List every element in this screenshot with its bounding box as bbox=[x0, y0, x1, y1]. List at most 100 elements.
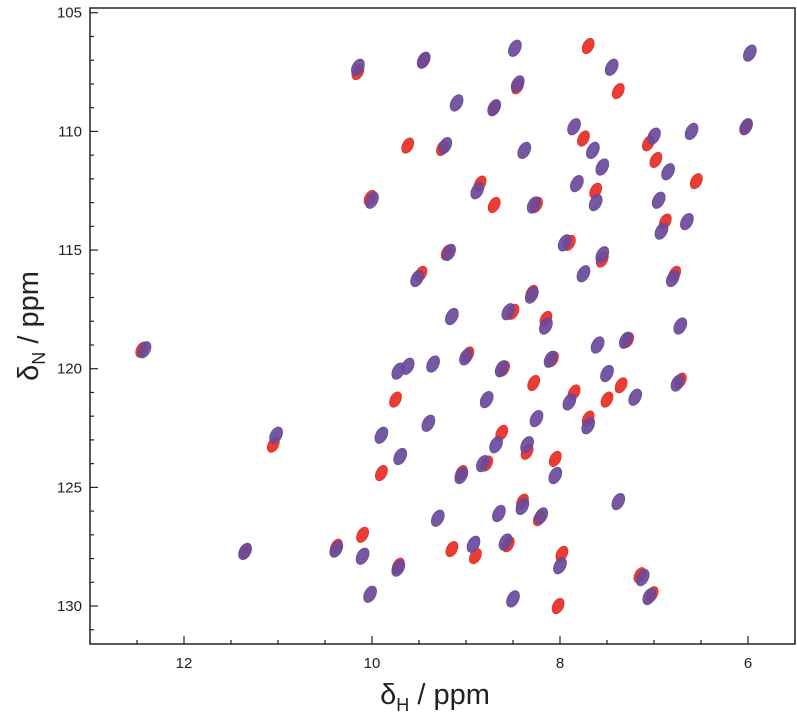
peak-purple bbox=[570, 174, 584, 193]
peak-purple bbox=[466, 535, 481, 553]
peak-red bbox=[611, 83, 625, 100]
peak-purple bbox=[421, 414, 436, 432]
peak-red bbox=[445, 541, 459, 558]
peak-purple bbox=[492, 504, 506, 523]
peak-red bbox=[487, 196, 501, 214]
peak-purple bbox=[269, 426, 283, 444]
peak-purple bbox=[416, 51, 431, 69]
peak-purple bbox=[501, 303, 516, 321]
peak-purple bbox=[487, 99, 502, 117]
peak-purple bbox=[393, 447, 408, 466]
peak-purple bbox=[459, 348, 473, 366]
peak-purple bbox=[576, 265, 591, 283]
peak-purple bbox=[479, 390, 494, 409]
peak-red bbox=[600, 391, 614, 408]
peak-purple bbox=[520, 436, 534, 454]
peak-purple bbox=[680, 212, 694, 231]
y-axis-unit: / ppm bbox=[13, 271, 45, 352]
peak-purple bbox=[442, 243, 456, 262]
y-axis-title: δN / ppm bbox=[13, 271, 49, 381]
peak-purple bbox=[557, 234, 572, 252]
y-tick-label: 120 bbox=[57, 361, 82, 378]
peak-purple bbox=[517, 141, 532, 160]
peak-purple bbox=[588, 193, 603, 212]
peak-purple bbox=[665, 269, 680, 288]
peak-red bbox=[649, 151, 663, 168]
peak-purple bbox=[524, 286, 539, 304]
peak-purple bbox=[510, 75, 525, 93]
peak-purple bbox=[635, 568, 650, 587]
x-tick-label: 6 bbox=[744, 655, 752, 672]
y-axis-symbol: δ bbox=[13, 365, 45, 381]
peak-layer bbox=[135, 37, 757, 615]
peak-purple bbox=[329, 540, 344, 558]
peak-purple bbox=[470, 182, 485, 200]
peak-purple bbox=[618, 331, 633, 349]
peak-purple bbox=[363, 585, 377, 603]
peak-red bbox=[577, 130, 590, 147]
peak-purple bbox=[595, 246, 610, 264]
peak-purple bbox=[562, 393, 577, 411]
peak-purple bbox=[438, 136, 453, 155]
peak-purple bbox=[595, 158, 610, 176]
peak-purple bbox=[661, 163, 675, 181]
peak-purple bbox=[567, 118, 581, 136]
peak-red bbox=[401, 137, 415, 154]
peak-purple bbox=[430, 509, 445, 527]
y-tick-label: 130 bbox=[57, 598, 82, 615]
peak-purple bbox=[508, 39, 522, 57]
peak-purple bbox=[137, 341, 152, 359]
peak-purple bbox=[355, 547, 370, 565]
peak-purple bbox=[548, 466, 563, 485]
peak-purple bbox=[494, 360, 509, 378]
peak-purple bbox=[454, 466, 469, 485]
peak-purple bbox=[543, 350, 558, 368]
peak-purple bbox=[445, 307, 459, 326]
peak-purple bbox=[365, 191, 379, 209]
peak-purple bbox=[684, 122, 699, 141]
peak-purple bbox=[673, 317, 688, 335]
peak-purple bbox=[498, 533, 513, 551]
peak-purple bbox=[553, 557, 567, 575]
peak-purple bbox=[534, 507, 549, 525]
peak-purple bbox=[526, 196, 541, 214]
peak-purple bbox=[489, 436, 503, 454]
x-tick-label: 8 bbox=[556, 655, 564, 672]
x-tick-label: 12 bbox=[176, 655, 193, 672]
peak-purple bbox=[238, 542, 252, 561]
peak-red bbox=[548, 450, 562, 467]
x-axis-symbol: δ bbox=[380, 679, 396, 711]
peak-purple bbox=[743, 44, 757, 62]
peak-purple bbox=[654, 222, 669, 240]
peak-purple bbox=[670, 374, 685, 392]
peak-purple bbox=[400, 357, 415, 375]
peak-purple bbox=[374, 426, 389, 444]
plot-frame bbox=[89, 7, 796, 645]
peak-purple bbox=[539, 317, 553, 335]
peak-purple bbox=[604, 58, 619, 76]
peak-red bbox=[527, 374, 541, 392]
peak-purple bbox=[476, 454, 490, 473]
x-axis-ticks: 12 10 8 6 bbox=[89, 636, 796, 672]
peak-red bbox=[356, 526, 369, 543]
peak-purple bbox=[586, 141, 600, 160]
y-tick-label: 110 bbox=[58, 123, 82, 140]
peak-purple bbox=[506, 590, 520, 608]
peak-purple bbox=[529, 409, 544, 428]
y-tick-label: 125 bbox=[57, 479, 82, 496]
peak-red bbox=[581, 37, 595, 55]
peak-purple bbox=[581, 417, 596, 435]
peak-purple bbox=[647, 127, 661, 145]
x-tick-label: 10 bbox=[364, 655, 381, 672]
peak-purple bbox=[426, 355, 440, 373]
y-axis-subscript: N bbox=[29, 352, 49, 365]
peak-red bbox=[614, 377, 628, 394]
peak-purple bbox=[590, 336, 605, 354]
peak-red bbox=[389, 391, 402, 408]
peak-purple bbox=[515, 497, 530, 516]
peak-purple bbox=[449, 94, 464, 112]
peak-purple bbox=[600, 364, 614, 383]
y-tick-label: 105 bbox=[57, 5, 82, 22]
peak-purple bbox=[410, 269, 424, 288]
